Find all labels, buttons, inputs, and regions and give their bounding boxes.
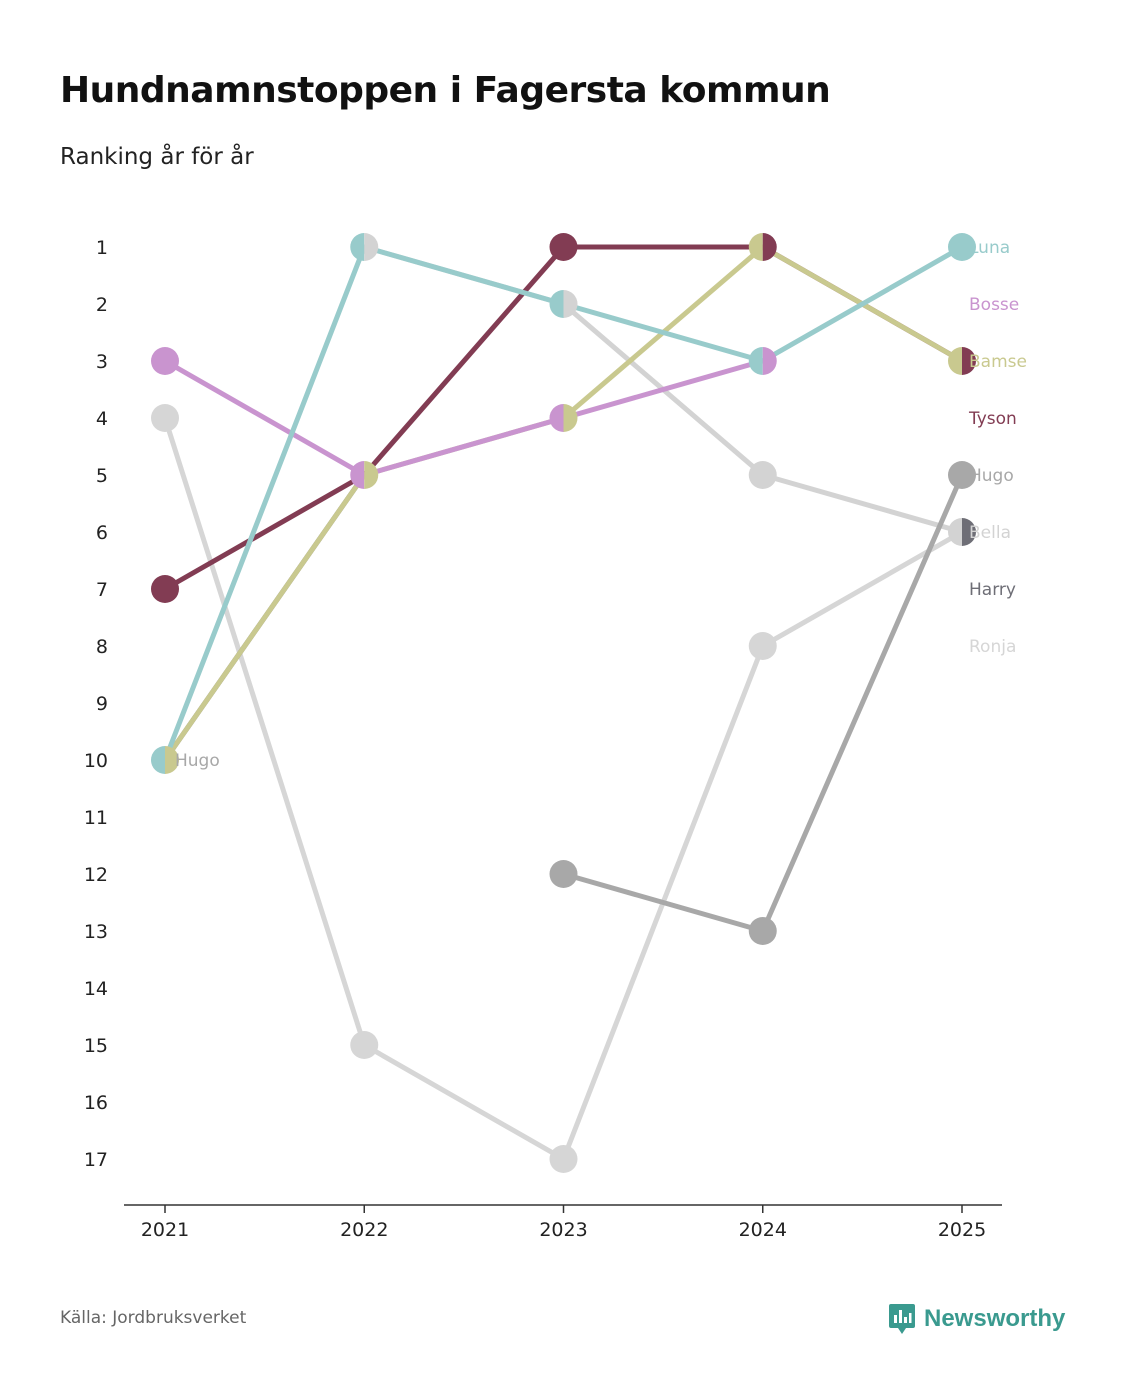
- newsworthy-logo-icon: [889, 1304, 915, 1334]
- chart-subtitle: Ranking år för år: [60, 144, 254, 170]
- data-point-luna-bosse-left-half: [748, 347, 763, 375]
- data-point-ronja: [549, 1145, 578, 1173]
- x-tick-label: 2024: [739, 1219, 787, 1241]
- legend-item-bosse: Bosse: [969, 295, 1019, 315]
- series-line-luna: [561, 301, 766, 364]
- x-tick-label: 2021: [141, 1219, 189, 1241]
- legend-item-bamse: Bamse: [969, 352, 1027, 372]
- y-tick-label: 1: [96, 237, 108, 259]
- y-tick-label: 13: [84, 921, 108, 943]
- data-point-bamse-tyson: [948, 347, 976, 375]
- data-point-luna-bella-right-half: [563, 290, 578, 318]
- x-tick-label: 2023: [539, 1219, 587, 1241]
- data-point-tyson: [549, 233, 578, 261]
- y-tick-label: 5: [96, 465, 108, 487]
- data-point-luna-bella: [549, 290, 578, 318]
- x-axis-ticks: 2021 2022 2023 2024 2025: [141, 1205, 986, 1241]
- brand-logo[interactable]: Newsworthy: [888, 1302, 1065, 1336]
- point-labels: Hugo: [175, 751, 220, 771]
- y-tick-label: 3: [96, 351, 108, 373]
- series-line-ronja: [162, 415, 367, 1048]
- data-point-hugo: [549, 860, 578, 888]
- series-line-luna: [162, 244, 367, 763]
- series-line-bella: [760, 472, 965, 535]
- y-tick-label: 8: [96, 636, 108, 658]
- data-point-bella-harry-ronja-left-half: [948, 518, 962, 546]
- data-point-luna-bamse-harry-right-half: [165, 746, 179, 774]
- data-point-bamse-tyson-left-half: [948, 347, 962, 375]
- series-line-tyson: [361, 244, 566, 478]
- legend-item-harry: Harry: [969, 580, 1016, 600]
- data-point-luna: [948, 233, 976, 261]
- data-point-luna-bosse-right-half: [762, 347, 777, 375]
- y-tick-label: 9: [96, 693, 108, 715]
- series-line-tyson: [162, 472, 367, 592]
- data-point-bella: [748, 461, 777, 489]
- y-tick-label: 6: [96, 522, 108, 544]
- series-line-bosse: [361, 415, 566, 478]
- y-tick-label: 15: [84, 1035, 108, 1057]
- series-legend: Luna Bosse Bamse Tyson Hugo Bella Harry Ronja: [968, 238, 1027, 657]
- y-tick-label: 11: [84, 807, 108, 829]
- legend-item-luna: Luna: [969, 238, 1010, 258]
- series-line-ronja: [361, 1042, 566, 1162]
- data-point-bamse-tyson-left-half: [748, 233, 763, 261]
- data-point-luna-bella-left-half: [350, 233, 365, 261]
- data-point-bamse-tyson-right-half: [962, 347, 976, 375]
- data-point-luna-bosse: [748, 347, 777, 375]
- y-tick-label: 17: [84, 1149, 108, 1171]
- data-point-bamse-tyson-right-half: [762, 233, 777, 261]
- data-point-bella-harry-ronja: [948, 518, 976, 546]
- point-label-hugo: Hugo: [175, 751, 220, 771]
- data-point-ronja: [350, 1031, 379, 1059]
- series-line-hugo: [561, 871, 766, 934]
- data-point-tyson: [151, 575, 179, 603]
- data-point-luna-bamse-harry-left-half: [151, 746, 165, 774]
- data-point-bosse-bamse-tyson-harry-left-half: [350, 461, 365, 489]
- series-line-bamse: [162, 472, 367, 763]
- series-line-luna: [760, 244, 965, 364]
- x-tick-label: 2025: [938, 1219, 986, 1241]
- data-point-luna-bamse-harry: [151, 746, 179, 774]
- data-point-hugo: [748, 917, 777, 945]
- series-line-luna: [361, 244, 566, 307]
- y-tick-label: 16: [84, 1092, 108, 1114]
- legend-item-bella: Bella: [969, 523, 1011, 543]
- data-point-bosse: [151, 347, 179, 375]
- legend-item-ronja: Ronja: [969, 637, 1016, 657]
- series-points: [151, 233, 976, 1173]
- brand-name: Newsworthy: [924, 1305, 1066, 1332]
- data-point-bosse-bamse-right-half: [563, 404, 578, 432]
- data-point-luna-bella-right-half: [364, 233, 379, 261]
- y-tick-label: 12: [84, 864, 108, 886]
- chart-title: Hundnamnstoppen i Fagersta kommun: [60, 70, 831, 111]
- source-note: Källa: Jordbruksverket: [60, 1308, 247, 1328]
- y-tick-label: 2: [96, 294, 108, 316]
- y-tick-label: 7: [96, 579, 108, 601]
- data-point-bamse-tyson: [748, 233, 777, 261]
- data-point-bosse-bamse-tyson-harry-right-half: [364, 461, 379, 489]
- data-point-hugo: [948, 461, 976, 489]
- data-point-bella-harry-ronja-right-half: [962, 518, 976, 546]
- x-tick-label: 2022: [340, 1219, 388, 1241]
- data-point-bosse-bamse-tyson-harry: [350, 461, 379, 489]
- data-point-luna-bella: [350, 233, 379, 261]
- legend-item-tyson: Tyson: [968, 409, 1017, 429]
- data-point-bosse-bamse: [549, 404, 578, 432]
- data-point-ronja: [748, 632, 777, 660]
- data-point-bosse-bamse-left-half: [549, 404, 564, 432]
- data-point-luna-bella-left-half: [549, 290, 564, 318]
- y-tick-label: 4: [96, 408, 108, 430]
- series-line-bosse: [162, 358, 367, 478]
- data-point-ronja: [151, 404, 179, 432]
- series-line-bosse: [561, 358, 766, 421]
- y-tick-label: 10: [84, 750, 108, 772]
- series-lines: [162, 244, 965, 1162]
- y-tick-label: 14: [84, 978, 108, 1000]
- legend-item-hugo: Hugo: [969, 466, 1014, 486]
- series-line-hugo: [760, 472, 965, 934]
